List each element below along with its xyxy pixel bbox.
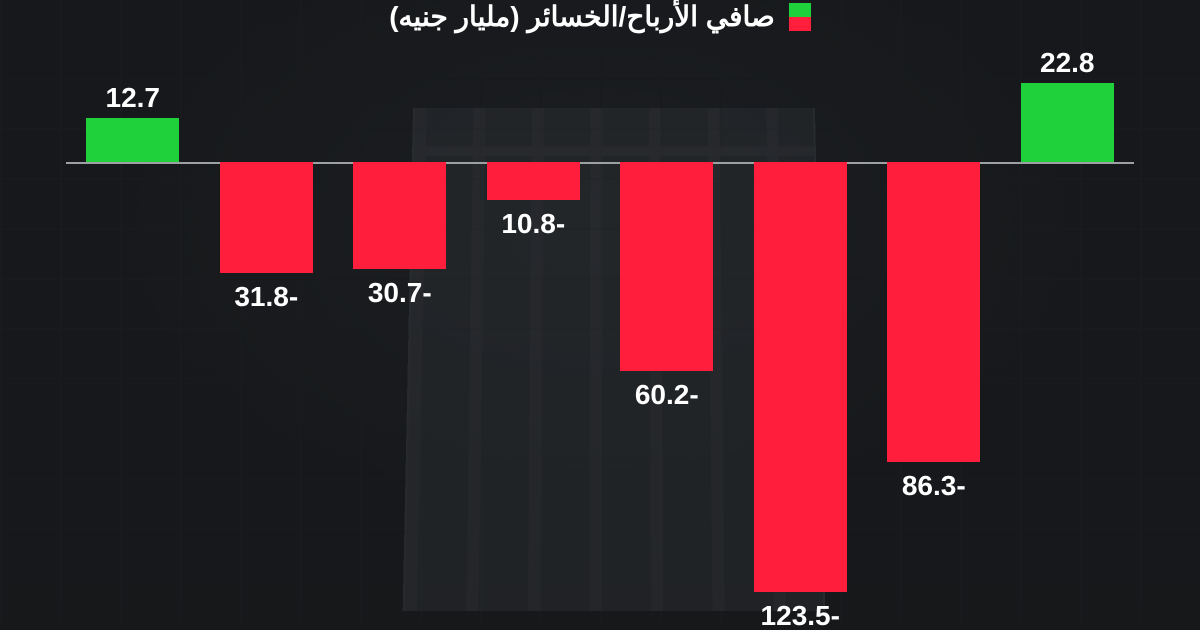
bar-7 <box>1021 83 1114 162</box>
bar-6 <box>887 162 980 462</box>
bar-container: 12.7 31.8- 30.7- 10.8- 60.2- 123.5- 86.3… <box>66 60 1134 630</box>
bar-6-value: 86.3- <box>881 470 987 502</box>
bar-1 <box>220 162 313 273</box>
bar-4-value: 60.2- <box>614 379 720 411</box>
bar-4 <box>620 162 713 371</box>
bar-slot: 123.5- <box>748 60 854 630</box>
legend-swatch-positive <box>789 3 811 17</box>
chart-legend: صافي الأرباح/الخسائر (مليار جنيه) <box>0 0 1200 33</box>
profit-loss-bar-chart: 12.7 31.8- 30.7- 10.8- 60.2- 123.5- 86.3… <box>66 60 1134 630</box>
legend-swatch-negative <box>789 17 811 31</box>
bar-5-value: 123.5- <box>748 600 854 630</box>
bar-7-value: 22.8 <box>1015 47 1121 79</box>
bar-2 <box>353 162 446 269</box>
legend-swatch-icon <box>789 3 811 31</box>
bar-slot: 30.7- <box>347 60 453 630</box>
bar-slot: 60.2- <box>614 60 720 630</box>
bar-1-value: 31.8- <box>214 281 320 313</box>
legend-label: صافي الأرباح/الخسائر (مليار جنيه) <box>389 0 775 33</box>
bar-2-value: 30.7- <box>347 277 453 309</box>
bar-slot: 86.3- <box>881 60 987 630</box>
bar-slot: 10.8- <box>481 60 587 630</box>
bar-0-value: 12.7 <box>80 82 186 114</box>
bar-slot: 31.8- <box>214 60 320 630</box>
bar-3 <box>487 162 580 200</box>
bar-5 <box>754 162 847 592</box>
bar-slot: 12.7 <box>80 60 186 630</box>
bar-slot: 22.8 <box>1015 60 1121 630</box>
bar-3-value: 10.8- <box>481 208 587 240</box>
bar-0 <box>86 118 179 162</box>
